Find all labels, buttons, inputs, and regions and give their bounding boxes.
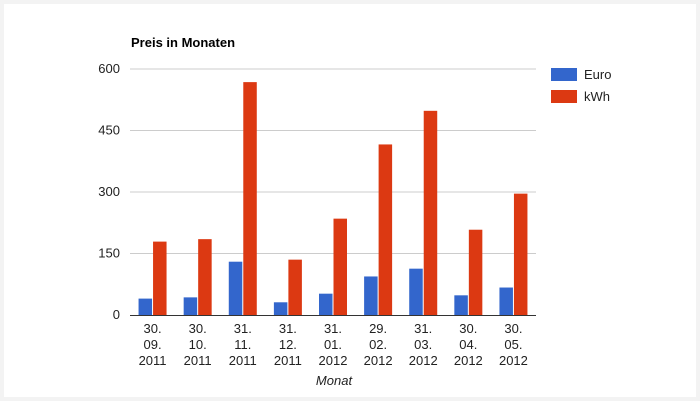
x-tick-label-line: 31. [414, 321, 432, 336]
grid-lines [130, 68, 536, 254]
bar-kwh-0[interactable] [153, 241, 167, 315]
bar-kwh-1[interactable] [198, 239, 212, 315]
x-tick-label: 31. 01. 2012 [319, 321, 348, 368]
x-tick-label: 30. 04. 2012 [454, 321, 483, 368]
bar-euro-5[interactable] [364, 276, 378, 315]
x-tick-label-line: 31. [234, 321, 252, 336]
x-tick-label-line: 30. [504, 321, 522, 336]
x-tick-label-line: 29. [369, 321, 387, 336]
x-tick-label: 30. 09. 2011 [139, 321, 167, 368]
y-tick-label: 600 [98, 61, 120, 76]
bar-kwh-8[interactable] [513, 193, 528, 315]
bars [130, 82, 536, 316]
legend-swatch-kwh [551, 90, 577, 103]
x-tick-label-line: 01. [324, 337, 342, 352]
bar-euro-3[interactable] [273, 302, 288, 315]
y-tick-label: 300 [98, 184, 120, 199]
legend-label-kwh: kWh [584, 89, 610, 104]
bar-euro-1[interactable] [183, 297, 198, 315]
bar-euro-6[interactable] [409, 268, 423, 315]
y-tick-label: 450 [98, 123, 120, 138]
x-tick-label-line: 2011 [274, 353, 302, 368]
x-tick-label-line: 2012 [319, 353, 348, 368]
y-tick-label: 0 [113, 307, 120, 322]
x-tick-label: 30. 10. 2011 [184, 321, 212, 368]
bar-euro-0[interactable] [138, 298, 153, 315]
bar-kwh-3[interactable] [288, 259, 302, 315]
x-tick-label: 31. 03. 2012 [409, 321, 438, 368]
legend: Euro kWh [551, 67, 611, 104]
x-tick-label-line: 31. [324, 321, 342, 336]
x-tick-label-line: 10. [189, 337, 207, 352]
bar-euro-2[interactable] [228, 261, 243, 315]
chart-title: Preis in Monaten [131, 35, 235, 50]
x-tick-label-line: 30. [144, 321, 162, 336]
x-tick-label-line: 09. [144, 337, 162, 352]
x-tick-label-line: 30. [459, 321, 477, 336]
x-tick-label: 31. 12. 2011 [274, 321, 302, 368]
bar-kwh-6[interactable] [423, 110, 438, 315]
x-tick-label: 31. 11. 2011 [229, 321, 257, 368]
bar-euro-8[interactable] [499, 287, 513, 315]
x-tick-label-line: 05. [504, 337, 522, 352]
bar-euro-7[interactable] [454, 295, 468, 315]
x-tick-label-line: 2012 [454, 353, 483, 368]
x-tick-label-line: 2012 [409, 353, 438, 368]
legend-swatch-euro [551, 68, 577, 81]
x-tick-label-line: 04. [459, 337, 477, 352]
x-tick-label-line: 31. [279, 321, 297, 336]
x-tick-label-line: 2012 [499, 353, 528, 368]
bar-kwh-5[interactable] [378, 144, 393, 315]
x-tick-label-line: 03. [414, 337, 432, 352]
chart-container: Preis in Monaten 0 150 300 450 600 30. 09. 201… [4, 4, 696, 397]
x-tick-label: 29. 02. 2012 [364, 321, 393, 368]
x-tick-label-line: 2011 [139, 353, 167, 368]
x-axis-label: Monat [316, 373, 354, 388]
x-tick-label: 30. 05. 2012 [499, 321, 528, 368]
bar-kwh-7[interactable] [468, 229, 483, 315]
x-tick-label-line: 11. [234, 337, 251, 352]
bar-kwh-4[interactable] [333, 218, 348, 315]
y-axis-ticks: 0 150 300 450 600 [98, 61, 120, 322]
bar-kwh-2[interactable] [243, 82, 257, 316]
legend-label-euro: Euro [584, 67, 611, 82]
x-tick-label-line: 30. [189, 321, 207, 336]
y-tick-label: 150 [98, 246, 120, 261]
x-tick-label-line: 2012 [364, 353, 393, 368]
x-tick-label-line: 2011 [184, 353, 212, 368]
x-tick-label-line: 2011 [229, 353, 257, 368]
x-tick-label-line: 12. [279, 337, 297, 352]
x-tick-label-line: 02. [369, 337, 387, 352]
bar-euro-4[interactable] [319, 293, 333, 315]
